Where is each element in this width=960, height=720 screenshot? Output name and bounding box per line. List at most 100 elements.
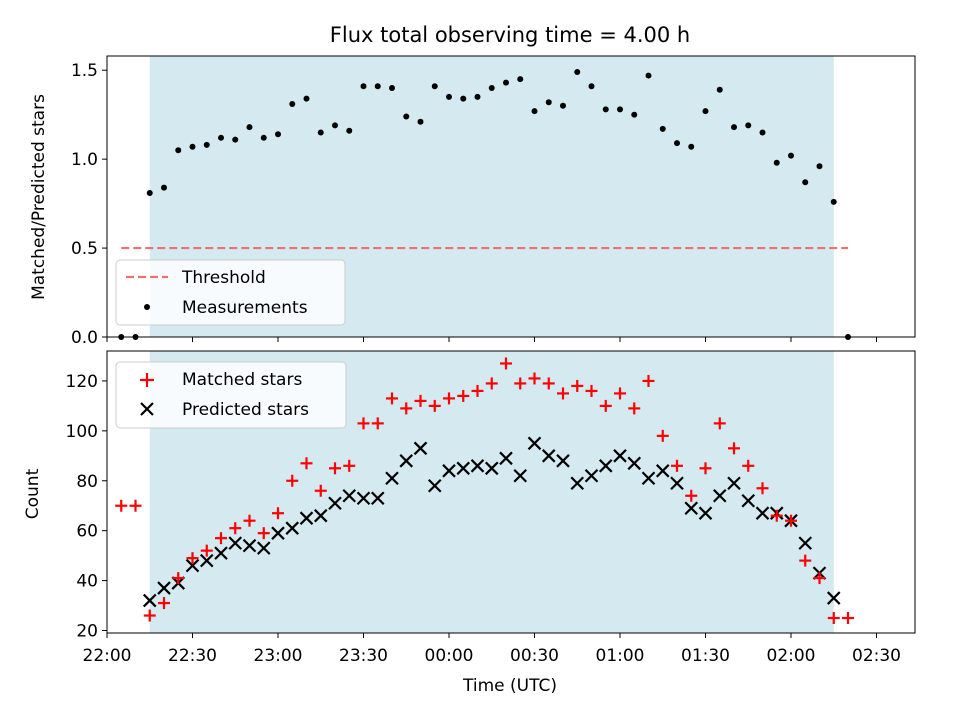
x-tick-label: 02:00 (767, 646, 816, 666)
count-panel-frame (106, 350, 916, 634)
matched-stars-point (200, 544, 213, 557)
count-legend: Matched stars Predicted stars (115, 361, 347, 429)
matched-stars-point (357, 417, 370, 430)
predicted-stars-point (470, 459, 485, 473)
matched-stars-point (542, 377, 555, 390)
matched-stars-point (158, 597, 170, 610)
predicted-stars-point (641, 471, 656, 486)
predicted-stars-point (385, 471, 399, 486)
x-tick-label: 23:30 (339, 646, 388, 666)
measurement-point (488, 85, 495, 92)
measurement-point (417, 118, 424, 125)
predicted-stars-point (584, 469, 599, 483)
measurement-point (317, 129, 324, 136)
measurement-point (545, 99, 552, 106)
predicted-stars-point (370, 491, 385, 506)
predicted-stars-point (556, 454, 570, 468)
predicted-stars-point (698, 506, 713, 520)
predicted-stars-point (157, 581, 171, 595)
matched-stars-point (742, 459, 755, 472)
count-panel: 22:00 22:30 23:00 23:30 00:00 00:30 01:00 01:30… (23, 350, 916, 696)
matched-stars-point (528, 372, 541, 385)
measurement-point (531, 108, 538, 115)
measurement-point (275, 131, 281, 138)
matched-stars-point (628, 402, 641, 415)
measurement-point (674, 140, 680, 147)
matched-stars-point (229, 522, 242, 535)
matched-stars-point (770, 509, 783, 522)
predicted-stars-point (271, 526, 285, 540)
legend-threshold-label: Threshold (181, 268, 266, 288)
predicted-stars-point (328, 496, 342, 511)
measurement-point (645, 72, 652, 79)
measurement-point (175, 147, 182, 154)
measurement-point (161, 184, 167, 191)
matched-stars-point (286, 474, 299, 487)
legend-measurements-label: Measurements (182, 298, 308, 318)
matched-stars-point (614, 387, 626, 400)
matched-stars-point (443, 392, 455, 405)
x-tick-label: 01:30 (681, 646, 730, 666)
top-y-tick-label: 1.5 (71, 61, 98, 81)
matched-stars-point (671, 459, 683, 472)
matched-stars-point (186, 552, 199, 565)
matched-stars-point (172, 572, 185, 585)
predicted-stars-point (242, 538, 257, 553)
predicted-stars-point (427, 478, 442, 493)
measurement-point (517, 76, 524, 83)
legend-matched-label: Matched stars (182, 370, 302, 390)
measurement-point (218, 134, 224, 141)
measurement-point (802, 179, 809, 186)
predicted-stars-point (185, 558, 200, 573)
predicted-stars-point (527, 436, 542, 451)
ratio-y-axis-label: Matched/Predicted stars (29, 94, 49, 300)
bot-y-tick-label: 20 (76, 622, 98, 642)
count-y-axis-label: Count (23, 468, 43, 519)
measurement-point (403, 113, 410, 120)
measurement-point (702, 108, 709, 115)
measurement-point (389, 85, 395, 92)
matched-stars-point (485, 377, 498, 390)
matched-stars-point (827, 612, 840, 625)
matched-stars-point (371, 417, 384, 430)
measurement-point (303, 95, 310, 102)
predicted-stars-point (755, 506, 770, 520)
matched-stars-point (428, 399, 441, 412)
matched-stars-point (257, 527, 270, 540)
x-tick-label: 02:30 (852, 646, 901, 666)
predicted-stars-point (199, 553, 214, 568)
x-tick-label: 22:00 (83, 646, 132, 666)
measurement-point (360, 83, 367, 90)
measurement-point (759, 129, 766, 136)
predicted-stars-point (413, 441, 428, 456)
predicted-stars-point (513, 469, 528, 483)
top-y-tick-label: 0.5 (71, 239, 98, 259)
measurement-point (688, 143, 695, 150)
predicted-stars-point (442, 464, 456, 478)
measurement-point (745, 122, 752, 129)
measurement-point (189, 143, 196, 150)
matched-stars-point (343, 459, 356, 472)
matched-stars-point (129, 499, 142, 512)
predicted-stars-point (484, 461, 499, 476)
ratio-panel: 0.0 0.5 1.0 1.5 Matched/Predicted stars Thr… (29, 55, 916, 348)
chart-title: Flux total observing time = 4.00 h (330, 23, 690, 47)
predicted-stars-point (214, 546, 228, 560)
predicted-stars-point (356, 491, 371, 506)
matched-stars-point (571, 379, 584, 392)
predicted-stars-point (456, 461, 471, 476)
matched-stars-point (414, 394, 427, 407)
matched-stars-point (599, 399, 612, 412)
matched-stars-point (699, 462, 712, 475)
x-axis-label: Time (UTC) (462, 676, 557, 696)
predicted-stars-point (684, 501, 699, 515)
ratio-panel-frame (106, 55, 916, 338)
measurement-point (503, 79, 509, 86)
measurement-point (431, 83, 438, 90)
measurement-point (631, 111, 638, 118)
legend-predicted-swatch (140, 402, 154, 416)
predicted-stars-point (655, 464, 670, 478)
matched-stars-point (300, 457, 313, 470)
x-tick-label: 00:00 (425, 646, 474, 666)
